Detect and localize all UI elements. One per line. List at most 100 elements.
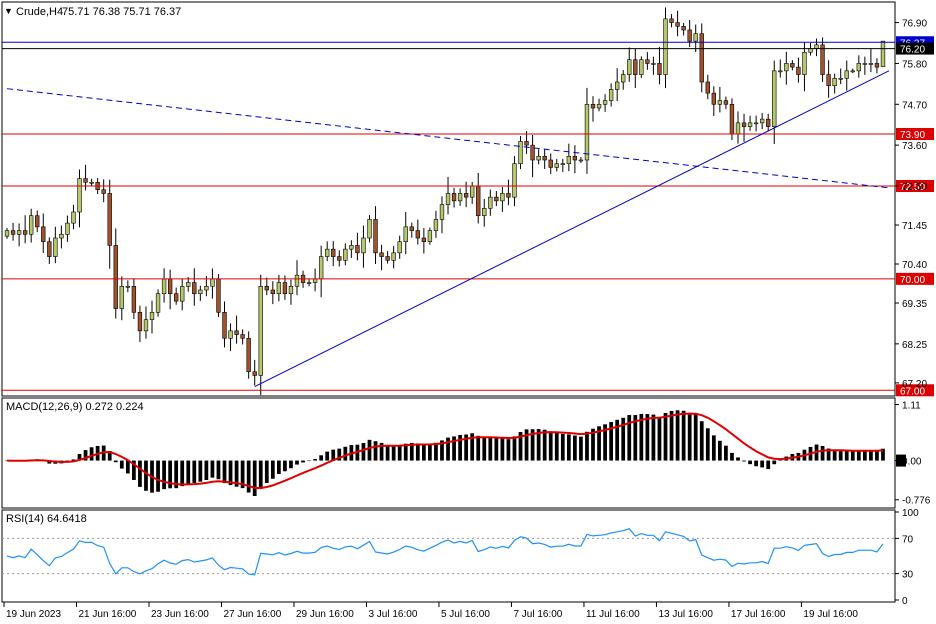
macd-histogram-bar — [391, 445, 396, 461]
macd-histogram-bar — [603, 424, 607, 461]
candle — [343, 248, 348, 261]
price-axis-tick-label: 76.90 — [902, 19, 927, 30]
macd-histogram-bar — [198, 460, 203, 482]
macd-histogram-bar — [186, 460, 191, 484]
candle — [862, 63, 868, 65]
candle — [77, 178, 82, 213]
candle — [107, 193, 112, 246]
time-axis-label: 23 Jun 16:00 — [151, 609, 209, 620]
macd-histogram-bar — [180, 460, 185, 487]
candle — [89, 181, 94, 184]
candle — [560, 163, 565, 166]
macd-histogram-bar — [47, 460, 52, 464]
candle — [778, 70, 783, 73]
candle — [820, 44, 825, 75]
macd-histogram-bar — [71, 459, 76, 461]
candle — [554, 163, 559, 168]
candle — [500, 193, 505, 202]
candle — [548, 159, 553, 168]
rsi-axis-tick-label: 30 — [902, 570, 914, 581]
dropdown-icon[interactable]: ▼ — [4, 6, 13, 16]
candle — [409, 226, 414, 231]
candle — [421, 237, 427, 243]
candle — [651, 63, 656, 65]
candle — [240, 334, 245, 339]
macd-histogram-bar — [826, 448, 831, 461]
candle — [663, 18, 668, 75]
candle — [216, 278, 221, 313]
macd-histogram-bar — [754, 460, 758, 467]
macd-histogram-bar — [464, 434, 469, 461]
candle — [844, 70, 849, 79]
candle — [856, 63, 861, 72]
candle — [71, 211, 76, 224]
macd-histogram-bar — [107, 450, 112, 461]
macd-histogram-bar — [512, 436, 517, 461]
macd-histogram-bar — [421, 444, 426, 461]
macd-histogram-bar — [77, 453, 82, 461]
macd-histogram-bar — [252, 460, 257, 497]
macd-histogram-bar — [530, 429, 535, 461]
candle — [222, 311, 227, 339]
candle — [270, 289, 276, 295]
candle — [415, 230, 420, 239]
candle — [246, 337, 251, 373]
candle — [850, 70, 855, 73]
macd-histogram-bar — [627, 415, 632, 461]
macd-histogram-bar — [566, 434, 571, 461]
macd-histogram-bar — [699, 421, 704, 461]
candle — [645, 59, 650, 64]
rsi-axis-tick-label: 0 — [902, 596, 908, 607]
macd-histogram-bar — [428, 444, 432, 461]
price-axis-tick-label: 72.50 — [902, 182, 927, 193]
candle — [433, 219, 439, 231]
macd-histogram-bar — [385, 444, 390, 461]
macd-histogram-bar — [693, 414, 698, 461]
candle — [669, 18, 674, 23]
candle — [403, 226, 408, 243]
candle — [391, 252, 396, 261]
candle — [488, 196, 493, 209]
macd-histogram-bar — [125, 460, 130, 474]
macd-histogram-bar — [289, 460, 293, 469]
macd-histogram-bar — [258, 460, 263, 489]
candle — [65, 222, 70, 235]
candle — [735, 122, 741, 135]
macd-histogram-bar — [156, 460, 160, 492]
macd-histogram-bar — [548, 431, 553, 461]
macd-histogram-bar — [337, 448, 342, 461]
candle — [101, 189, 106, 194]
macd-label: MACD(12,26,9) 0.272 0.224 — [6, 401, 144, 413]
macd-histogram-bar — [687, 412, 692, 461]
candle — [204, 285, 209, 291]
candle — [518, 141, 523, 165]
macd-histogram-bar — [452, 436, 456, 461]
candle — [41, 226, 46, 243]
macd-histogram-bar — [736, 457, 740, 461]
candle — [506, 193, 511, 198]
time-axis-label: 19 Jun 2023 — [6, 609, 61, 620]
price-axis-tick-label: 74.70 — [902, 100, 927, 111]
time-axis-label: 19 Jul 16:00 — [803, 609, 858, 620]
macd-histogram-bar — [639, 413, 644, 461]
candle — [373, 219, 378, 254]
macd-histogram-bar — [609, 422, 614, 461]
price-axis-tick-label: 70.40 — [902, 260, 927, 271]
macd-histogram-bar — [554, 432, 559, 461]
candle — [149, 311, 155, 321]
macd-histogram-bar — [748, 460, 752, 465]
macd-histogram-bar — [675, 410, 680, 461]
time-axis-label: 7 Jul 16:00 — [513, 609, 562, 620]
candle — [578, 159, 584, 162]
price-tag-label: 73.90 — [900, 130, 925, 141]
macd-histogram-bar — [705, 428, 710, 461]
macd-histogram-bar — [313, 459, 317, 461]
macd-histogram-bar — [506, 439, 511, 461]
rsi-plot — [2, 528, 895, 576]
price-tag — [896, 272, 934, 285]
candle — [699, 33, 704, 83]
macd-histogram-bar — [132, 460, 136, 480]
candle — [228, 330, 233, 339]
candle — [4, 230, 10, 237]
candle — [639, 59, 644, 75]
